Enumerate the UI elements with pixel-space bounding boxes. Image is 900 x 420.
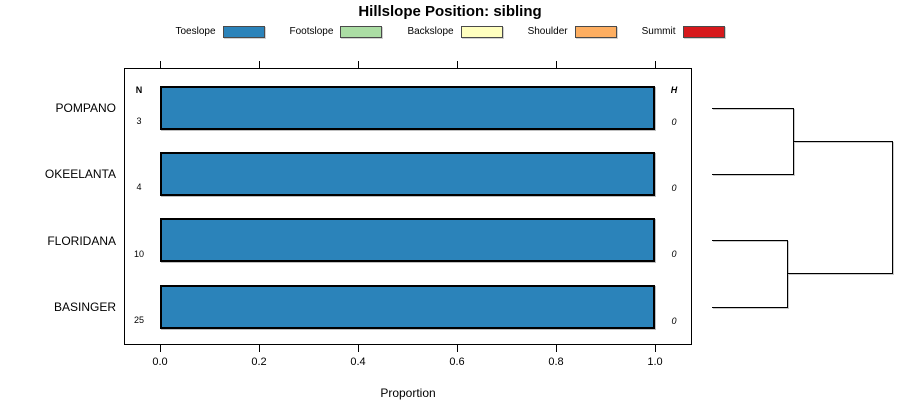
top-tick-0.6 — [457, 61, 458, 68]
legend-item-toeslope: Toeslope — [175, 25, 265, 39]
xtick-label-1.0: 1.0 — [647, 356, 663, 368]
bar-floridana-toeslope — [160, 218, 655, 262]
xtick-label-0.0: 0.0 — [152, 356, 168, 368]
bottom-tick-0.0 — [160, 345, 161, 352]
bottom-tick-1.0 — [655, 345, 656, 352]
top-tick-0.0 — [160, 61, 161, 68]
legend-swatch-backslope — [460, 26, 503, 38]
bar-okeelanta-toeslope — [160, 152, 655, 196]
legend-label-summit: Summit — [641, 26, 676, 37]
dendrogram-leaf-okeelanta — [712, 174, 794, 175]
bottom-tick-0.6 — [457, 345, 458, 352]
legend-label-backslope: Backslope — [407, 26, 454, 37]
legend: Toeslope Footslope Backslope Shoulder Su… — [0, 25, 900, 39]
bottom-tick-0.2 — [259, 345, 260, 352]
legend-label-footslope: Footslope — [289, 26, 334, 37]
dendrogram-link-cluster2-root — [787, 273, 893, 274]
x-axis-title: Proportion — [380, 386, 436, 400]
bottom-tick-0.4 — [358, 345, 359, 352]
h-value-basinger: 0 — [671, 316, 677, 326]
dendrogram-root — [892, 141, 893, 274]
h-value-floridana: 0 — [671, 249, 677, 259]
xtick-label-0.8: 0.8 — [548, 356, 564, 368]
legend-label-toeslope: Toeslope — [175, 26, 216, 37]
bar-basinger-toeslope — [160, 285, 655, 329]
xtick-label-0.2: 0.2 — [251, 356, 267, 368]
dendrogram-leaf-floridana — [712, 240, 788, 241]
legend-item-summit: Summit — [642, 25, 725, 39]
legend-item-footslope: Footslope — [290, 25, 383, 39]
ylabel-floridana: FLORIDANA — [47, 234, 116, 248]
ylabel-okeelanta: OKEELANTA — [44, 167, 116, 181]
legend-swatch-footslope — [340, 26, 383, 38]
top-tick-1.0 — [655, 61, 656, 68]
ylabel-basinger: BASINGER — [53, 300, 116, 314]
h-column-header: H — [670, 85, 678, 95]
xtick-label-0.4: 0.4 — [350, 356, 366, 368]
n-value-okeelanta: 4 — [136, 182, 142, 192]
bar-pompano-toeslope — [160, 86, 655, 130]
legend-swatch-shoulder — [574, 26, 617, 38]
legend-swatch-toeslope — [222, 26, 265, 38]
bottom-tick-0.8 — [556, 345, 557, 352]
legend-swatch-summit — [682, 26, 725, 38]
chart-title: Hillslope Position: sibling — [358, 3, 542, 20]
top-tick-0.4 — [358, 61, 359, 68]
ylabel-pompano: POMPANO — [55, 101, 116, 115]
n-value-floridana: 10 — [133, 249, 144, 259]
dendrogram-link-cluster1-root — [793, 141, 893, 142]
h-value-okeelanta: 0 — [671, 183, 677, 193]
legend-item-shoulder: Shoulder — [528, 25, 617, 39]
n-column-header: N — [135, 85, 143, 95]
legend-item-backslope: Backslope — [407, 25, 503, 39]
n-value-pompano: 3 — [136, 116, 142, 126]
n-value-basinger: 25 — [133, 315, 144, 325]
top-tick-0.8 — [556, 61, 557, 68]
dendrogram-leaf-pompano — [712, 108, 794, 109]
dendrogram-leaf-basinger — [712, 307, 788, 308]
xtick-label-0.6: 0.6 — [449, 356, 465, 368]
top-tick-0.2 — [259, 61, 260, 68]
dendrogram-join-floridana-basinger — [787, 240, 788, 308]
legend-label-shoulder: Shoulder — [527, 26, 568, 37]
h-value-pompano: 0 — [671, 117, 677, 127]
